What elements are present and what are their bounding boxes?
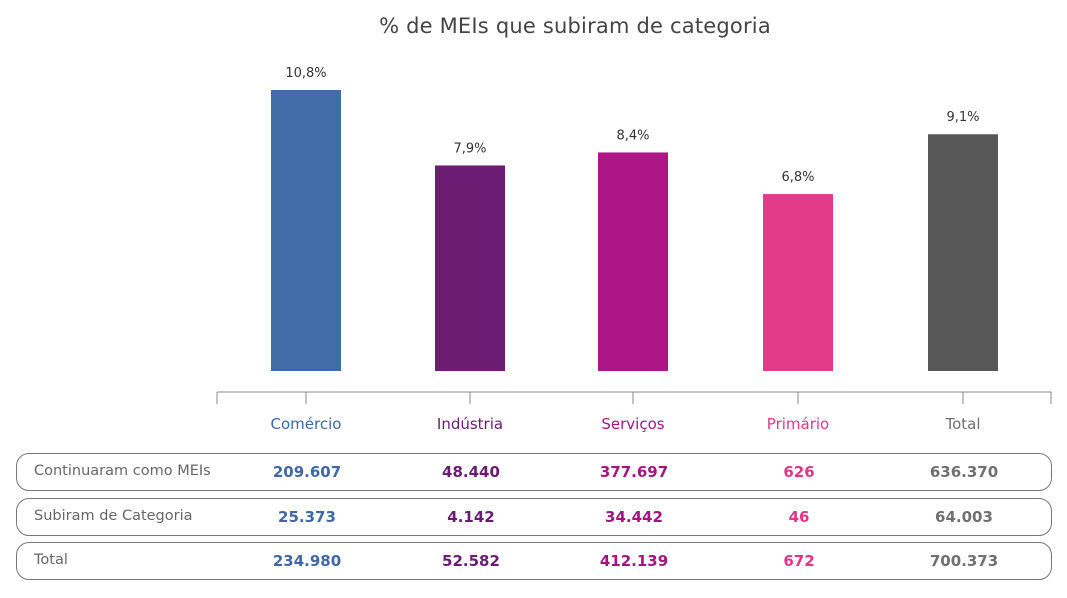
table-row: Continuaram como MEIs 209.607 48.440 377.69…: [16, 453, 1052, 491]
table-cell: 636.370: [929, 463, 999, 481]
row-label: Continuaram como MEIs: [34, 463, 211, 479]
bars-group: 10,8% 7,9% 8,4% 6,8% 9,1%: [271, 66, 998, 371]
row-label: Subiram de Categoria: [34, 508, 193, 524]
table-row: Total 234.980 52.582 412.139 672 700.373: [16, 542, 1052, 580]
table-cell: 34.442: [605, 508, 663, 526]
chart-title: % de MEIs que subiram de categoria: [379, 14, 771, 38]
bar-value-label: 9,1%: [946, 110, 979, 125]
table-cell: 52.582: [442, 552, 500, 570]
table-cell: 700.373: [929, 552, 999, 570]
x-axis: Comércio Indústria Serviços Primário Total: [216, 391, 1052, 433]
category-label: Total: [944, 415, 980, 433]
bar-value-label: 8,4%: [616, 128, 649, 143]
bar-3: [763, 194, 833, 371]
table-cell: 25.373: [278, 508, 336, 526]
category-label: Primário: [767, 415, 829, 433]
table-cell: 672: [783, 552, 815, 570]
table-cell: 46: [788, 508, 810, 526]
bar-1: [435, 165, 505, 371]
bar-value-label: 10,8%: [285, 66, 326, 81]
table-cell: 412.139: [599, 552, 669, 570]
table-row: Subiram de Categoria 25.373 4.142 34.442 46 6…: [16, 498, 1052, 536]
table-cell: 209.607: [272, 463, 342, 481]
table-cell: 48.440: [442, 463, 500, 481]
bar-2: [598, 152, 668, 371]
category-label: Comércio: [271, 415, 342, 433]
table-cell: 626: [783, 463, 815, 481]
bar-4: [928, 134, 998, 371]
table-cell: 4.142: [447, 508, 495, 526]
row-label: Total: [34, 552, 68, 568]
bar-value-label: 6,8%: [781, 170, 814, 185]
table-cell: 64.003: [935, 508, 993, 526]
bar-0: [271, 90, 341, 371]
table-cell: 377.697: [599, 463, 669, 481]
category-label: Indústria: [437, 415, 503, 433]
table-cell: 234.980: [272, 552, 342, 570]
category-label: Serviços: [601, 415, 664, 433]
bar-chart: Comércio Indústria Serviços Primário Total 1…: [216, 66, 1052, 433]
bar-value-label: 7,9%: [453, 141, 486, 156]
